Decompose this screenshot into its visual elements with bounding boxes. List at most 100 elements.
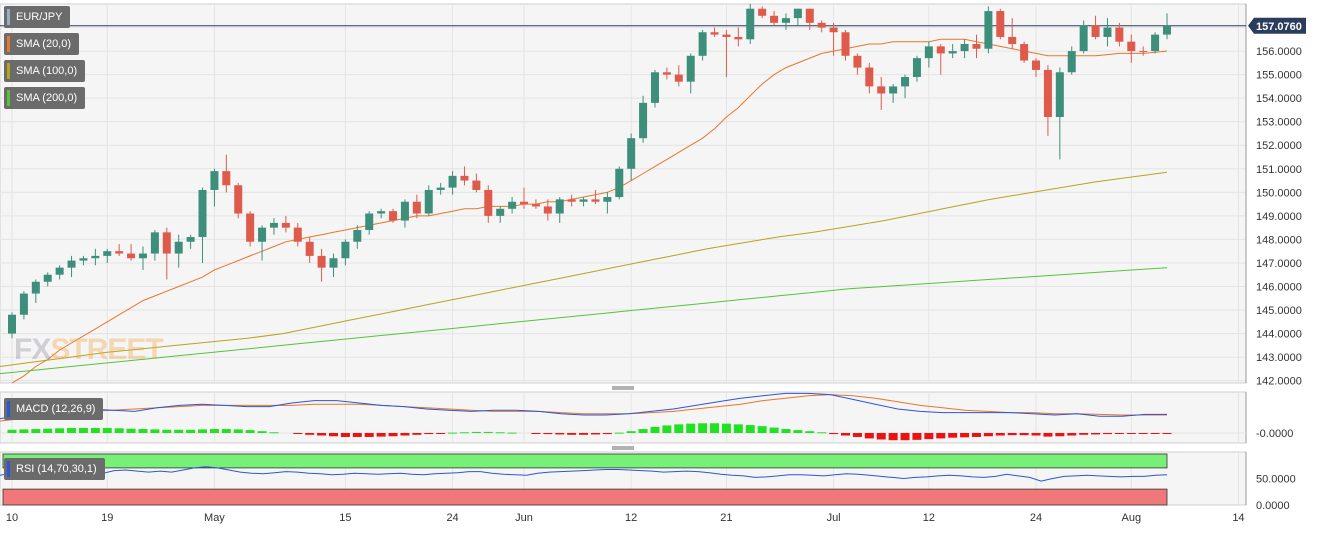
legend-sma100[interactable]: SMA (100,0) [4, 60, 86, 82]
macd-histogram-bar [638, 429, 648, 433]
candle-body [365, 213, 374, 230]
candle-body [555, 199, 564, 214]
candle-body [138, 253, 147, 259]
macd-histogram-bar [388, 433, 398, 437]
candle-body [1067, 51, 1076, 73]
x-tick-label: 12 [625, 512, 637, 524]
candle-body [948, 51, 957, 54]
macd-histogram-bar [352, 433, 362, 437]
macd-histogram-bar [1031, 433, 1041, 436]
macd-histogram-bar [43, 428, 53, 433]
candle-body [174, 241, 183, 254]
macd-histogram-bar [567, 433, 577, 435]
candle-body [865, 67, 874, 87]
candle-body [1032, 60, 1041, 70]
x-tick-label: May [204, 512, 225, 524]
x-tick-label: 19 [101, 512, 113, 524]
candle-body [19, 293, 28, 315]
macd-histogram-bar [257, 431, 267, 433]
candle-body [1139, 51, 1148, 53]
candle-body [901, 76, 910, 87]
macd-histogram-bar [1162, 433, 1172, 434]
macd-histogram-bar [1126, 433, 1136, 434]
macd-histogram-bar [483, 431, 493, 433]
x-tick-label: 10 [6, 512, 18, 524]
macd-histogram-bar [721, 423, 731, 433]
legend-symbol[interactable]: EUR/JPY [4, 6, 71, 28]
candle-body [698, 32, 707, 56]
legend-rsi[interactable]: RSI (14,70,30,1) [4, 458, 105, 480]
x-tick-label: Jul [827, 512, 841, 524]
macd-histogram-bar [162, 429, 172, 433]
candle-body [734, 36, 743, 40]
candle-body [1115, 27, 1124, 42]
candle-body [67, 260, 76, 268]
candle-body [543, 206, 552, 214]
candle-body [258, 227, 267, 242]
x-tick-label: 21 [720, 512, 732, 524]
x-tick-label: 14 [1232, 512, 1244, 524]
macd-histogram-bar [781, 429, 791, 433]
macd-histogram-bar [817, 432, 827, 434]
rsi-tick-label: 0.0000 [1256, 500, 1290, 512]
macd-histogram-bar [971, 433, 981, 437]
macd-histogram-bar [78, 427, 88, 433]
macd-histogram-bar [102, 427, 112, 433]
macd-histogram-bar [531, 433, 541, 434]
legend-macd-label: MACD (12,26,9) [16, 403, 96, 415]
sma200-swatch [7, 90, 10, 106]
candle-body [972, 44, 981, 49]
macd-histogram-bar [805, 431, 815, 433]
candle-body [770, 15, 779, 23]
candle-body [674, 74, 683, 82]
x-tick-label: Jun [515, 512, 533, 524]
candle-body [162, 232, 171, 254]
candle-body [103, 251, 112, 256]
legend-sma20[interactable]: SMA (20,0) [4, 33, 80, 55]
macd-histogram-bar [900, 433, 910, 441]
macd-histogram-bar [459, 432, 469, 434]
candle-body [758, 8, 767, 16]
macd-signal-line [0, 394, 1167, 422]
macd-histogram-bar [317, 433, 327, 436]
candle-body [317, 255, 326, 268]
candle-body [281, 222, 290, 228]
macd-histogram-bar [745, 425, 755, 433]
price-tick-label: 153.0000 [1256, 117, 1302, 129]
candle-body [817, 22, 826, 28]
symbol-swatch [7, 9, 10, 25]
macd-histogram-bar [507, 432, 517, 434]
legend-sma200[interactable]: SMA (200,0) [4, 87, 86, 109]
macd-histogram-bar [126, 428, 136, 433]
macd-histogram-bar [936, 433, 946, 439]
candle-body [781, 18, 790, 23]
candle-body [984, 11, 993, 49]
candle-body [377, 211, 386, 214]
macd-histogram-bar [114, 428, 124, 433]
candle-body [389, 211, 398, 221]
candle-body [150, 232, 159, 254]
macd-histogram-bar [1079, 433, 1089, 435]
candle-body [746, 8, 755, 40]
candle-body [805, 8, 814, 23]
candle-body [567, 199, 576, 202]
candle-body [1127, 41, 1136, 52]
macd-tick-label: -0.0000 [1256, 428, 1293, 440]
macd-histogram-bar [698, 423, 708, 433]
macd-histogram-bar [1091, 433, 1101, 435]
macd-histogram-bar [602, 433, 612, 435]
candle-body [793, 8, 802, 19]
candle-body [222, 171, 231, 186]
candle-body [639, 102, 648, 139]
legend-macd[interactable]: MACD (12,26,9) [4, 398, 104, 420]
candle-body [936, 46, 945, 54]
candle-body [1043, 69, 1052, 117]
candle-body [579, 199, 588, 202]
macd-histogram-bar [590, 433, 600, 435]
macd-histogram-bar [31, 429, 41, 433]
sma20-line [11, 38, 1168, 384]
candle-body [924, 46, 933, 59]
price-tick-label: 156.0000 [1256, 46, 1302, 58]
macd-histogram-bar [626, 431, 636, 433]
